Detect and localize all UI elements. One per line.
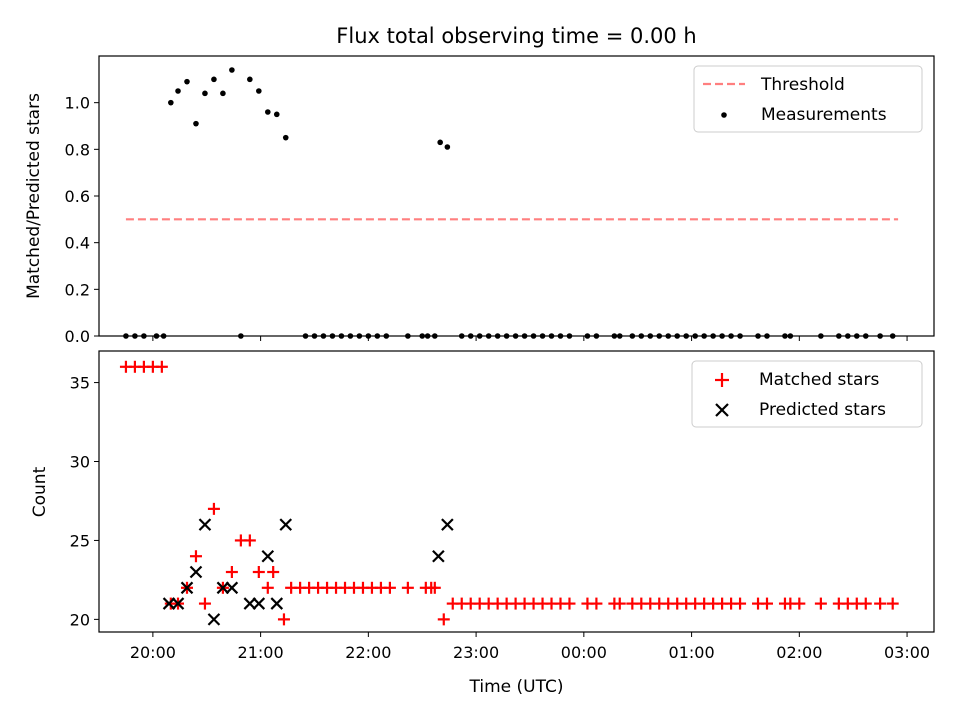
matched-star-marker <box>277 613 290 626</box>
predicted-star-marker <box>216 581 230 595</box>
matched-star-marker <box>814 597 827 610</box>
measurement-point <box>444 144 451 150</box>
matched-star-marker <box>383 581 396 594</box>
matched-star-marker <box>401 581 414 594</box>
matched-star-marker <box>886 597 899 610</box>
matched-star-marker <box>189 550 202 563</box>
matched-star-marker <box>590 597 603 610</box>
matched-star-marker <box>734 597 747 610</box>
measurement-point <box>437 139 443 146</box>
measurement-point <box>184 78 190 85</box>
predicted-star-marker <box>198 518 212 531</box>
matched-star-marker <box>613 597 626 610</box>
y-tick-label: 25 <box>70 531 90 550</box>
predicted-star-marker <box>225 581 239 595</box>
y-tick-label: 0.8 <box>65 140 90 159</box>
measurement-point <box>256 88 262 94</box>
matched-star-marker <box>252 566 265 579</box>
bottom-legend: Matched stars Predicted stars <box>691 360 923 428</box>
x-tick-label: 22:00 <box>345 643 391 662</box>
measurement-point <box>175 88 181 94</box>
measurement-point <box>220 90 226 97</box>
x-tick-label: 03:00 <box>884 643 930 662</box>
x-tick-label: 23:00 <box>453 643 499 662</box>
predicted-star-marker <box>243 597 257 610</box>
x-axis-label: Time (UTC) <box>469 677 564 697</box>
measurement-point <box>247 76 253 83</box>
y-tick-label: 0.4 <box>65 234 90 253</box>
matched-star-marker <box>859 597 872 610</box>
matched-star-marker <box>261 581 274 594</box>
predicted-star-marker <box>189 565 203 579</box>
matched-star-marker <box>267 566 280 579</box>
measurements-legend-swatch <box>721 112 727 118</box>
threshold-legend-label: Threshold <box>760 75 845 95</box>
measurement-point <box>211 76 217 83</box>
matched-star-marker <box>874 597 887 610</box>
bottom-y-ticks: 20 25 30 35 <box>70 374 99 629</box>
predicted-legend-swatch <box>715 403 729 417</box>
x-tick-label: 21:00 <box>238 643 284 662</box>
y-tick-label: 0.0 <box>65 327 90 346</box>
bottom-y-axis-label: Count <box>30 466 50 517</box>
measurement-point <box>273 111 280 118</box>
measurement-point <box>282 134 289 141</box>
matched-star-marker <box>225 566 238 579</box>
predicted-star-marker <box>279 518 293 531</box>
matched-star-marker <box>207 502 220 515</box>
chart-title: Flux total observing time = 0.00 h <box>336 24 696 48</box>
predicted-star-marker <box>441 518 454 531</box>
x-tick-label: 01:00 <box>669 643 715 662</box>
bottom-panel-frame <box>98 350 935 633</box>
predicted-legend-label: Predicted stars <box>759 400 886 420</box>
measurement-point <box>264 109 271 115</box>
bottom-panel: 20 25 30 35 20:00 21:00 22:00 23:00 00:00 01:00 0… <box>30 350 935 697</box>
matched-star-marker <box>198 597 211 610</box>
predicted-star-marker <box>270 597 284 610</box>
x-tick-label: 00:00 <box>561 643 607 662</box>
matched-legend-label: Matched stars <box>759 370 879 390</box>
measurements-legend-label: Measurements <box>761 105 887 125</box>
matched-legend-swatch <box>715 373 729 387</box>
predicted-star-marker <box>171 597 185 610</box>
predicted-star-marker <box>432 549 445 563</box>
x-tick-label: 20:00 <box>130 643 176 662</box>
bottom-plot-area <box>119 360 899 626</box>
matched-star-marker <box>761 597 773 610</box>
matched-star-marker <box>243 534 256 547</box>
matched-star-marker <box>428 581 441 594</box>
matched-star-marker <box>437 613 450 626</box>
top-y-axis-label: Matched/Predicted stars <box>24 93 44 299</box>
y-tick-label: 0.2 <box>65 280 90 299</box>
predicted-star-marker <box>252 597 266 610</box>
top-y-ticks: 0.0 0.2 0.4 0.6 0.8 1.0 <box>65 94 99 346</box>
measurement-point <box>193 120 199 127</box>
y-tick-label: 30 <box>70 453 90 472</box>
matched-star-marker <box>563 597 576 610</box>
y-tick-label: 1.0 <box>65 94 90 113</box>
y-tick-label: 0.6 <box>65 187 90 206</box>
predicted-star-marker <box>180 581 194 595</box>
matched-star-marker <box>793 597 806 610</box>
predicted-star-marker <box>261 549 275 563</box>
top-legend: Threshold Measurements <box>693 65 923 133</box>
top-panel: 0.0 0.2 0.4 0.6 0.8 1.0 Matched/Predicted sta… <box>24 55 935 346</box>
measurement-point <box>168 99 174 106</box>
top-x-ticks <box>152 336 908 341</box>
matched-star-marker <box>155 360 168 373</box>
predicted-star-marker <box>162 597 176 610</box>
bottom-x-ticks: 20:00 21:00 22:00 23:00 00:00 01:00 02:00 03:00 <box>130 632 930 662</box>
y-tick-label: 35 <box>70 374 90 393</box>
y-tick-label: 20 <box>70 610 90 629</box>
predicted-star-marker <box>207 613 221 626</box>
measurement-point <box>229 67 235 73</box>
measurement-point <box>202 90 208 97</box>
x-tick-label: 02:00 <box>776 643 822 662</box>
